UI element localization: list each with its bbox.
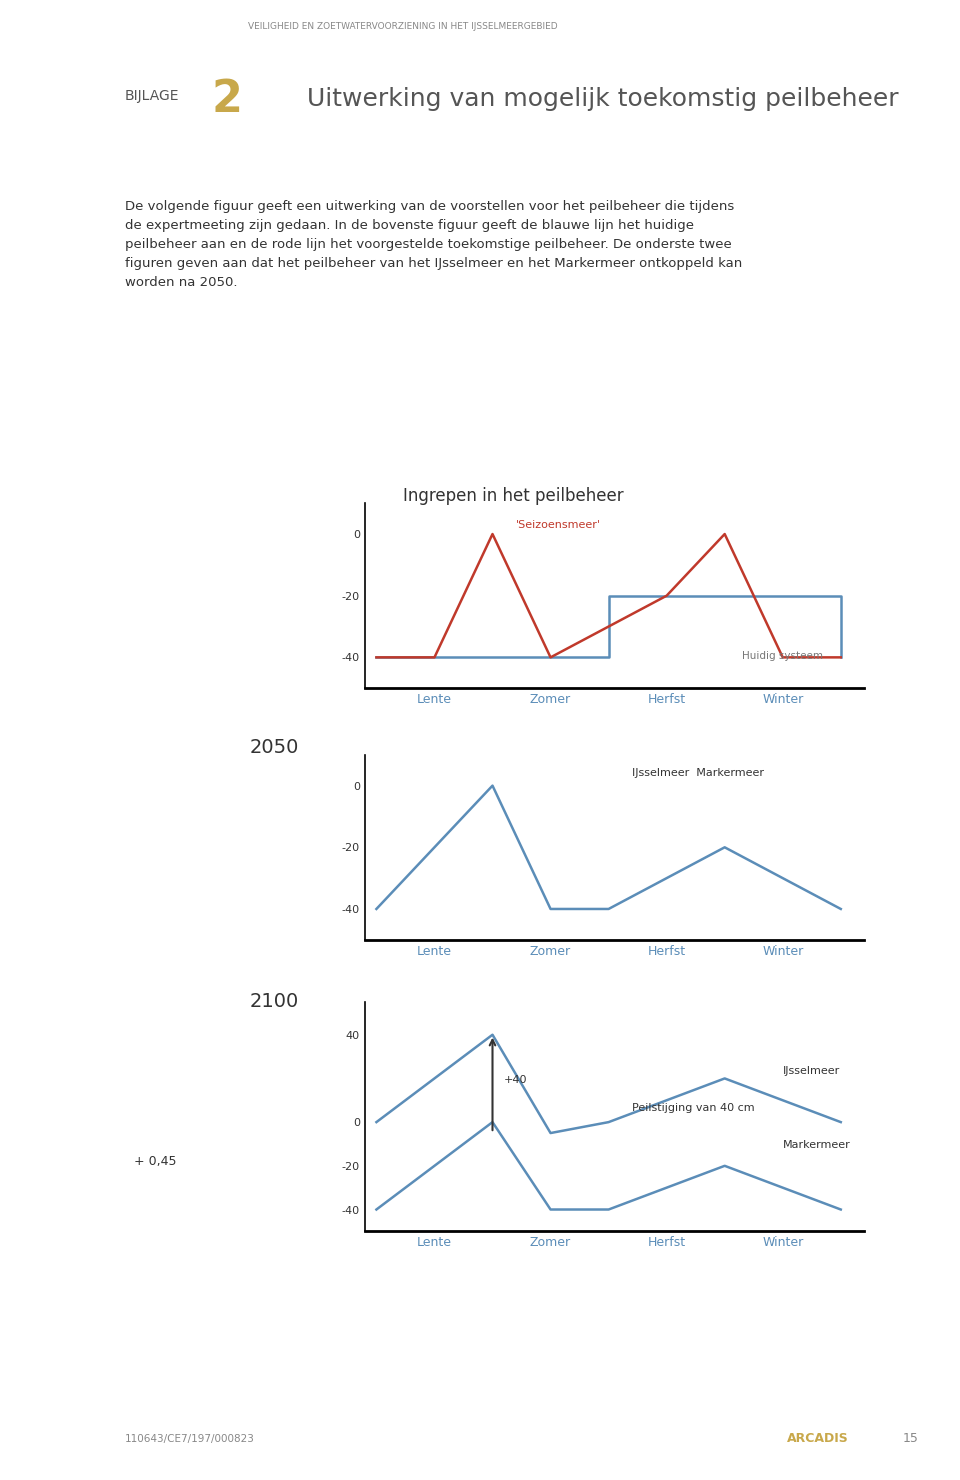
Text: 2100: 2100 [250,993,299,1011]
Text: 'Seizoensmeer': 'Seizoensmeer' [516,519,601,530]
Text: Markermeer: Markermeer [782,1140,851,1150]
Text: +40: +40 [504,1074,528,1085]
Text: BIJLAGE: BIJLAGE [125,89,180,104]
Text: De volgende figuur geeft een uitwerking van de voorstellen voor het peilbeheer d: De volgende figuur geeft een uitwerking … [125,200,742,289]
Text: 110643/CE7/197/000823: 110643/CE7/197/000823 [125,1434,254,1443]
Text: + 0,45: + 0,45 [134,1156,177,1168]
Text: ARCADIS: ARCADIS [787,1433,849,1444]
Text: Ingrepen in het peilbeheer: Ingrepen in het peilbeheer [403,487,624,505]
Text: Huidig systeem: Huidig systeem [742,651,824,662]
Text: 2050: 2050 [250,739,299,756]
Text: Peilstijging van 40 cm: Peilstijging van 40 cm [632,1103,755,1113]
Text: IJsselmeer  Markermeer: IJsselmeer Markermeer [632,768,764,778]
Text: IJsselmeer: IJsselmeer [782,1066,840,1076]
Text: 15: 15 [902,1433,919,1444]
Text: 2: 2 [211,77,242,121]
Text: Uitwerking van mogelijk toekomstig peilbeheer: Uitwerking van mogelijk toekomstig peilb… [307,87,899,111]
Text: VEILIGHEID EN ZOETWATERVOORZIENING IN HET IJSSELMEERGEBIED: VEILIGHEID EN ZOETWATERVOORZIENING IN HE… [249,22,558,31]
